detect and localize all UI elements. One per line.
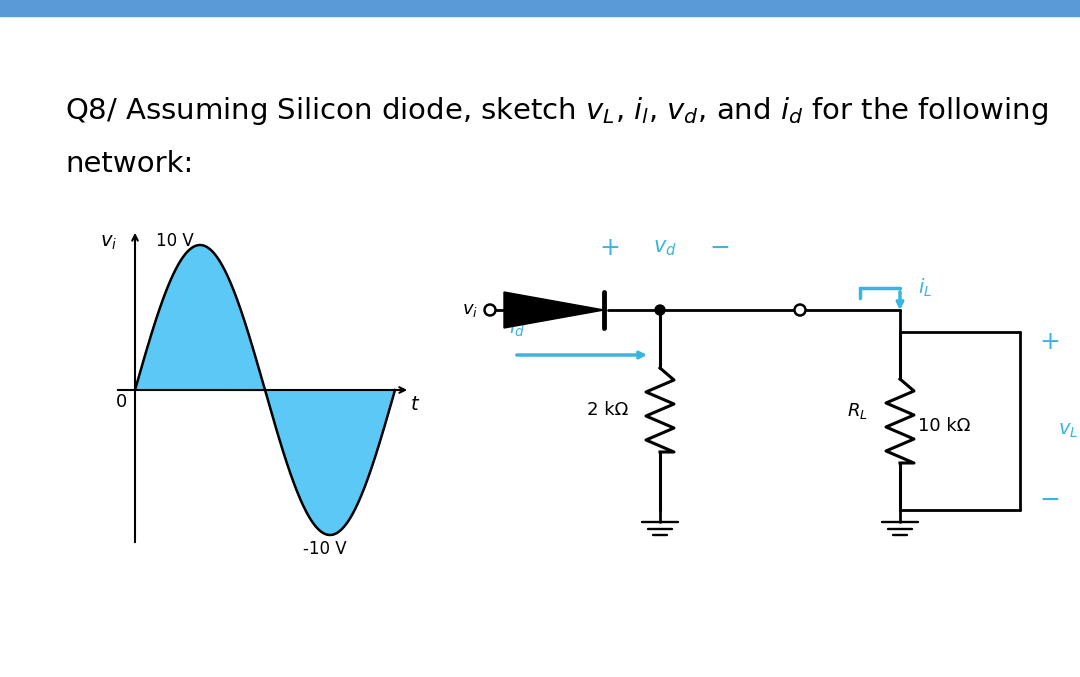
Text: $i_d$: $i_d$	[509, 317, 525, 339]
Circle shape	[654, 305, 665, 315]
Circle shape	[795, 305, 806, 315]
Text: +: +	[1040, 330, 1061, 354]
Circle shape	[485, 305, 496, 315]
Text: −: −	[1039, 488, 1061, 512]
Text: network:: network:	[65, 150, 193, 178]
Text: $i_L$: $i_L$	[918, 277, 932, 299]
Text: $R_L$: $R_L$	[847, 401, 868, 421]
Polygon shape	[135, 390, 395, 535]
Text: -10 V: -10 V	[303, 540, 347, 558]
Text: $v_d$: $v_d$	[653, 238, 677, 258]
Text: −: −	[710, 236, 730, 260]
Text: 10 V: 10 V	[157, 232, 194, 250]
Text: +: +	[599, 236, 620, 260]
Text: 0: 0	[116, 393, 127, 411]
Text: $t$: $t$	[410, 395, 420, 414]
Text: $v_i$: $v_i$	[99, 233, 117, 252]
Text: 10 kΩ: 10 kΩ	[918, 417, 970, 435]
Polygon shape	[504, 292, 604, 328]
Bar	[0, 0, 1080, 16]
Text: $v_L$: $v_L$	[1058, 422, 1078, 441]
Text: 2 kΩ: 2 kΩ	[586, 401, 627, 419]
Text: $v_i$: $v_i$	[462, 301, 478, 319]
Polygon shape	[135, 245, 265, 390]
Text: Q8/ Assuming Silicon diode, sketch $v_L$, $i_l$, $v_d$, and $i_d$ for the follow: Q8/ Assuming Silicon diode, sketch $v_L$…	[65, 95, 1048, 127]
